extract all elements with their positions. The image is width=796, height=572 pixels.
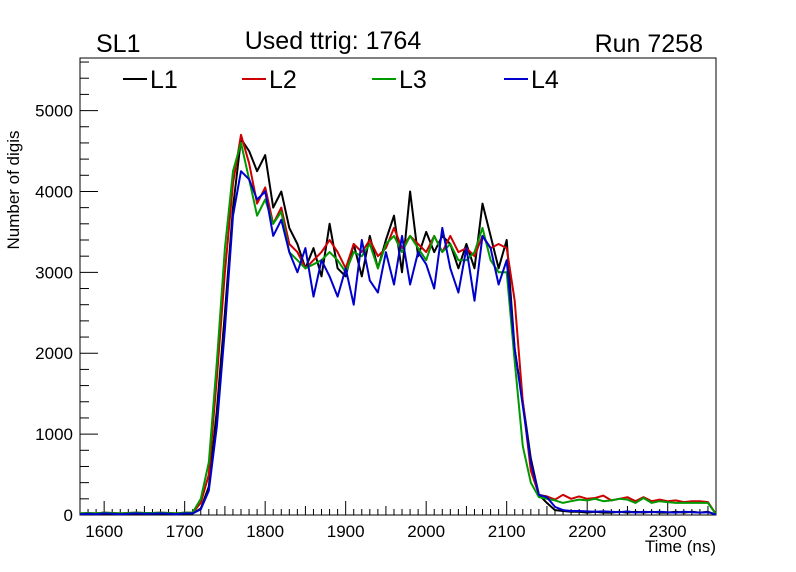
- plot-frame: [79, 57, 717, 516]
- series-line-l3: [79, 141, 717, 515]
- chart-title: Used ttrig: 1764: [245, 27, 422, 55]
- legend-label-l4: L4: [531, 66, 559, 94]
- series-line-l4: [79, 170, 717, 516]
- header-right: Run 7258: [595, 30, 703, 58]
- y-tick-label: 0: [64, 506, 73, 525]
- x-tick-label: 2100: [488, 522, 526, 541]
- x-tick-label: 1800: [246, 522, 284, 541]
- series-line-l2: [79, 133, 717, 515]
- x-tick-label: 2000: [407, 522, 445, 541]
- y-tick-label: 2000: [35, 344, 73, 363]
- y-axis-label: Number of digis: [4, 130, 23, 249]
- legend-label-l3: L3: [399, 66, 427, 94]
- legend-label-l1: L1: [150, 66, 178, 94]
- y-tick-label: 5000: [35, 102, 73, 121]
- x-axis-label: Time (ns): [645, 537, 716, 556]
- legend: L1 L2 L3 L4: [123, 66, 559, 94]
- legend-label-l2: L2: [269, 66, 297, 94]
- y-tick-label: 4000: [35, 182, 73, 201]
- x-tick-label: 1700: [166, 522, 204, 541]
- y-tick-label: 1000: [35, 425, 73, 444]
- x-axis-ticks: 1600 1700 1800 1900 2000 2100 2200 2300: [79, 501, 717, 541]
- y-axis-ticks: 0 1000 2000 3000 4000 5000: [35, 61, 98, 525]
- series-line-l1: [79, 137, 717, 516]
- x-tick-label: 2300: [649, 522, 687, 541]
- x-tick-label: 1900: [327, 522, 365, 541]
- x-tick-label: 1600: [85, 522, 123, 541]
- series-group: [79, 133, 717, 516]
- x-tick-label: 2200: [568, 522, 606, 541]
- y-tick-label: 3000: [35, 263, 73, 282]
- header-left: SL1: [96, 30, 140, 58]
